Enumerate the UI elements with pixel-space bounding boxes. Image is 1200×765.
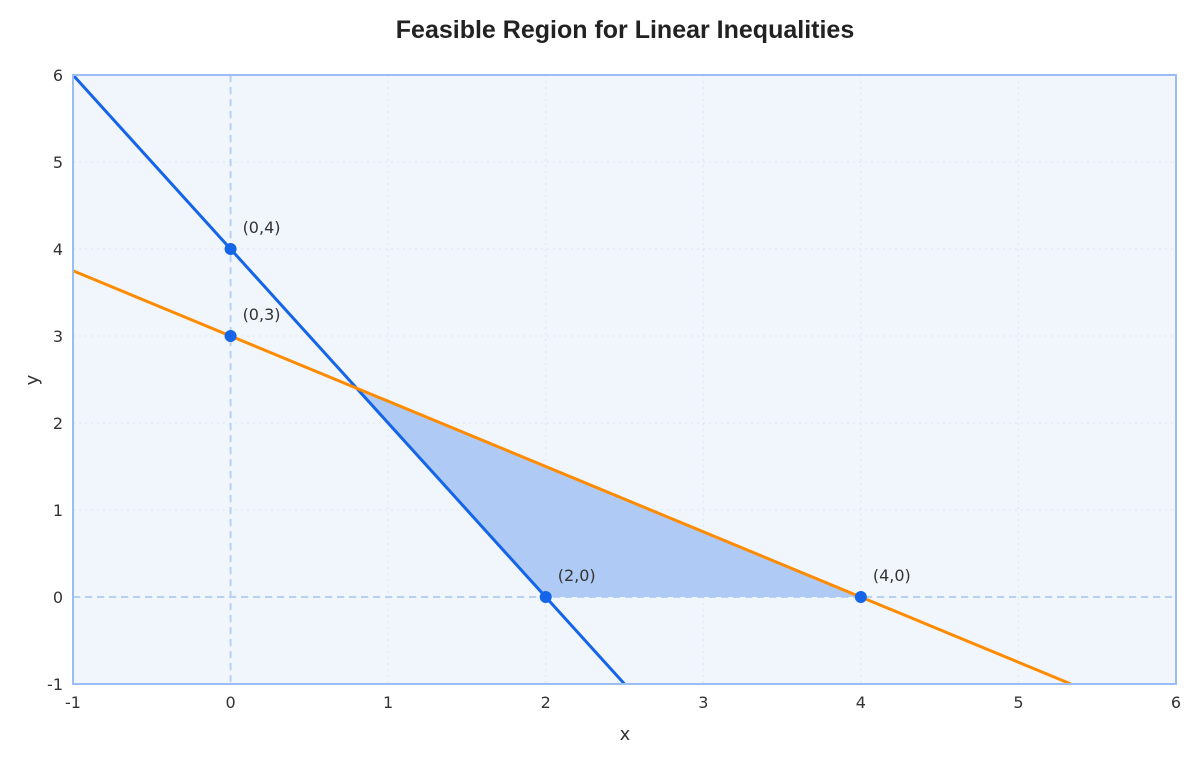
y-axis-label: y	[22, 374, 43, 385]
x-tick-label: 2	[541, 693, 551, 712]
y-tick-label: 0	[53, 588, 63, 607]
x-tick-label: 1	[383, 693, 393, 712]
marks: (0,4) (0,3) (2,0) (4,0)	[71, 73, 1072, 686]
x-tick-label: -1	[65, 693, 81, 712]
vertex-label: (0,4)	[243, 218, 281, 237]
y-tick-label: 1	[53, 501, 63, 520]
vertex-point	[224, 330, 237, 342]
vertex-label: (4,0)	[873, 566, 911, 585]
x-tick-label: 6	[1171, 693, 1181, 712]
x-tick-label: 0	[225, 693, 235, 712]
y-tick-label: 6	[53, 66, 63, 85]
y-tick-label: 3	[53, 327, 63, 346]
y-tick-label: -1	[47, 675, 63, 694]
vertex-point	[854, 591, 867, 603]
vertex-point	[224, 243, 237, 255]
x-tick-label: 4	[856, 693, 866, 712]
y-tick-label: 4	[53, 240, 63, 259]
series-line-1	[71, 73, 626, 686]
vertex-label: (0,3)	[243, 305, 281, 324]
x-tick-label: 5	[1013, 693, 1023, 712]
plot-frame	[72, 74, 1177, 685]
y-tick-label: 2	[53, 414, 63, 433]
series-line-2	[72, 269, 1072, 686]
x-tick-label: 3	[698, 693, 708, 712]
vertex-label: (2,0)	[558, 566, 596, 585]
chart-title: Feasible Region for Linear Inequalities	[396, 16, 854, 44]
x-axis-label: x	[620, 724, 631, 745]
y-tick-label: 5	[53, 153, 63, 172]
vertex-point	[539, 591, 552, 603]
ticks: -1 0 1 2 3 4 5 6 -1 0 1 2 3 4 5 6	[47, 66, 1181, 712]
